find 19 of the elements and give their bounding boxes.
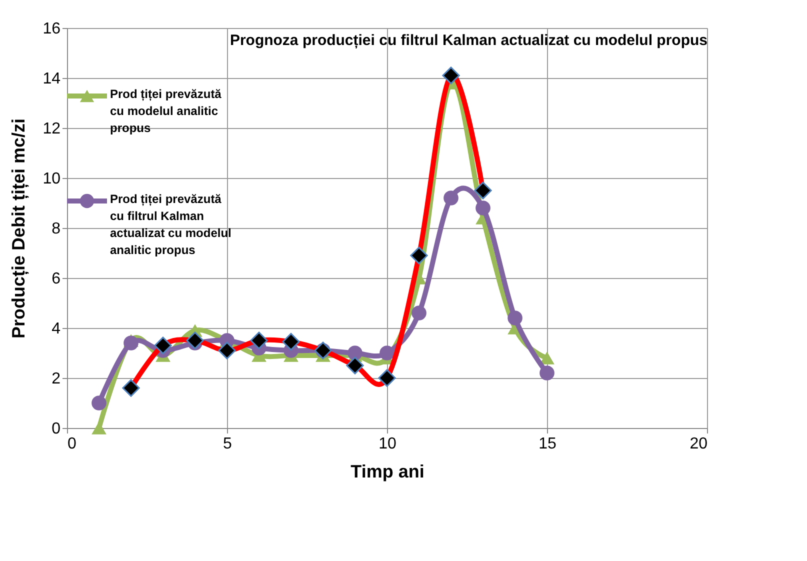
x-tick-label: 5 [223, 436, 232, 452]
y-tick-label: 2 [52, 370, 61, 388]
x-tick-label: 20 [690, 436, 708, 452]
x-axis-title: Timp ani [350, 462, 424, 482]
y-tick-label: 8 [52, 220, 61, 238]
y-axis-title: Producție Debit țiței mc/zi [8, 118, 30, 339]
chart-title: Prognoza producției cu filtrul Kalman actualizat cu modelul propus [230, 32, 708, 49]
y-tick-label: 14 [42, 70, 61, 88]
y-tick-label: 4 [52, 320, 61, 338]
y-tick-label: 16 [42, 20, 61, 38]
x-tick-label: 10 [378, 436, 396, 452]
y-tick-label: 6 [52, 270, 61, 288]
y-tick-label: 12 [42, 120, 61, 138]
y-tick-label: 0 [52, 420, 61, 438]
x-tick-label: 0 [68, 436, 76, 452]
legend-label: Prod țiței prevăzută cu filtrul Kalman actualizat cu modelul analitic propus [110, 192, 232, 257]
y-tick-label: 10 [42, 170, 61, 188]
legend-label: Prod țiței prevăzută cu modelul analitic propus [110, 87, 222, 135]
x-tick-label: 15 [538, 436, 556, 452]
